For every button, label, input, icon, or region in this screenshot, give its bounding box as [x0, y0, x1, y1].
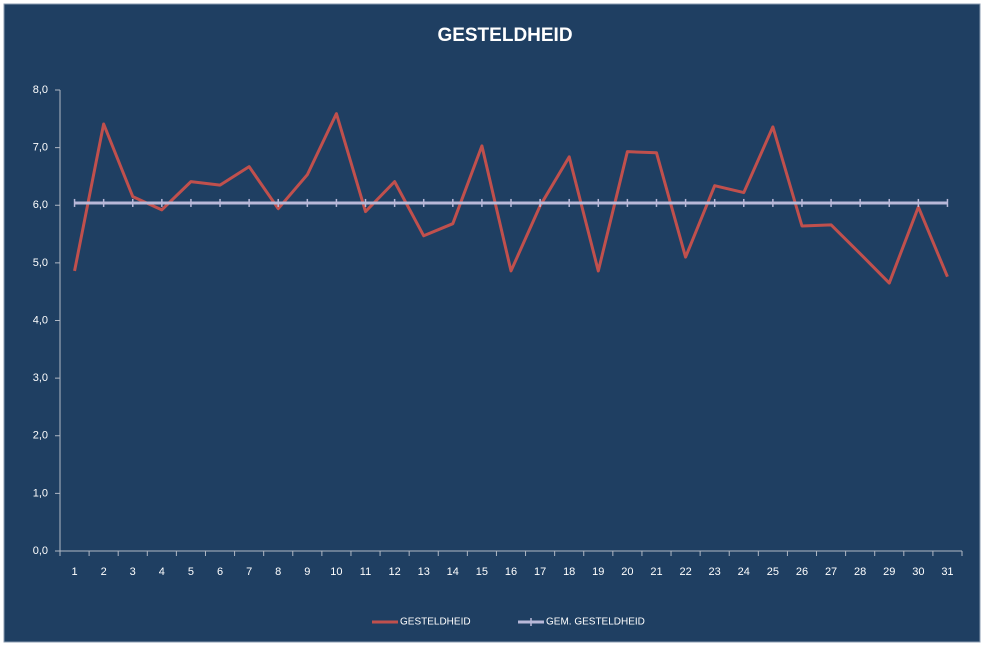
x-tick-label: 21 — [650, 566, 662, 578]
y-tick-label: 4,0 — [33, 314, 48, 326]
x-tick-label: 12 — [388, 566, 400, 578]
series-line — [73, 112, 949, 285]
x-tick-label: 8 — [275, 566, 281, 578]
y-tick-label: 0,0 — [33, 545, 48, 557]
y-tick-label: 6,0 — [33, 199, 48, 211]
x-tick-label: 11 — [360, 566, 371, 578]
x-tick-label: 2 — [101, 566, 107, 578]
x-tick-label: 13 — [418, 566, 430, 578]
x-tick-label: 17 — [534, 566, 546, 578]
y-tick-label: 3,0 — [33, 372, 48, 384]
x-tick-label: 14 — [447, 566, 459, 578]
chart-background — [3, 3, 981, 643]
x-tick-label: 15 — [476, 566, 488, 578]
x-tick-label: 22 — [679, 566, 691, 578]
x-tick-label: 23 — [709, 566, 721, 578]
x-tick-label: 16 — [505, 566, 517, 578]
x-tick-label: 18 — [563, 566, 575, 578]
y-tick-label: 2,0 — [33, 430, 48, 442]
x-tick-label: 5 — [188, 566, 194, 578]
x-tick-label: 30 — [912, 566, 924, 578]
x-tick-label: 3 — [130, 566, 136, 578]
y-tick-label: 5,0 — [33, 257, 48, 269]
x-tick-label: 29 — [883, 566, 895, 578]
x-tick-label: 6 — [217, 566, 223, 578]
x-tick-label: 27 — [825, 566, 837, 578]
x-tick-label: 31 — [941, 566, 953, 578]
y-tick-label: 8,0 — [33, 84, 48, 96]
legend-label: GESTELDHEID — [400, 617, 471, 628]
legend-label: GEM. GESTELDHEID — [546, 617, 645, 628]
x-tick-label: 4 — [159, 566, 165, 578]
x-tick-label: 26 — [796, 566, 808, 578]
x-tick-label: 1 — [71, 566, 77, 578]
x-tick-label: 19 — [592, 566, 604, 578]
x-tick-label: 7 — [246, 566, 252, 578]
y-tick-label: 1,0 — [33, 487, 48, 499]
x-tick-label: 25 — [767, 566, 779, 578]
x-tick-label: 24 — [738, 566, 750, 578]
x-tick-label: 20 — [621, 566, 633, 578]
x-tick-label: 9 — [304, 566, 310, 578]
y-tick-label: 7,0 — [33, 142, 48, 154]
x-tick-label: 10 — [330, 566, 342, 578]
x-tick-label: 28 — [854, 566, 866, 578]
chart-title: GESTELDHEID — [437, 25, 572, 46]
